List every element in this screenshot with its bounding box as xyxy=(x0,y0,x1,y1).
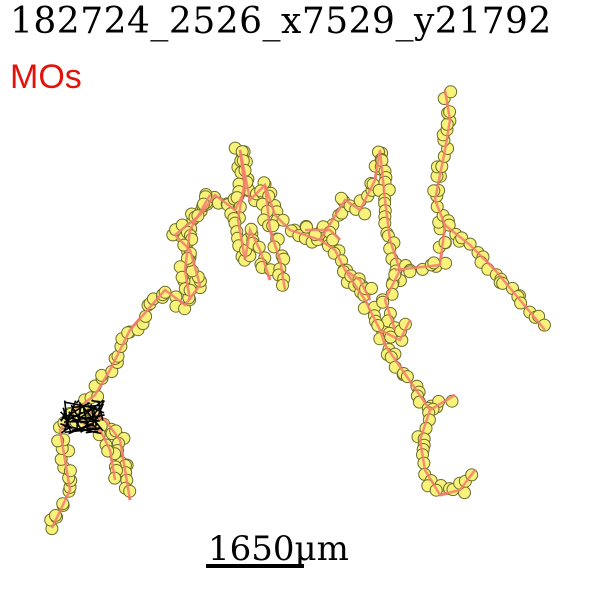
region-label: MOs xyxy=(10,58,82,96)
core-stroke xyxy=(95,403,105,420)
scalebar-label: 1650μm xyxy=(208,529,349,569)
trace-segment-overlay xyxy=(444,224,546,331)
core-stroke xyxy=(75,399,80,404)
scalebar-line xyxy=(206,564,304,568)
trace-segment-overlay xyxy=(394,263,441,272)
trace-node xyxy=(276,213,290,227)
trace-segment-overlay xyxy=(318,149,402,331)
core-stroke xyxy=(76,407,82,428)
dense-core-cluster xyxy=(59,399,106,435)
core-stroke xyxy=(66,406,94,422)
trace-node xyxy=(537,318,551,332)
core-stroke xyxy=(64,401,98,410)
trace-node xyxy=(438,236,452,249)
trace-node xyxy=(442,218,456,232)
trace-segment-overlay xyxy=(305,228,341,241)
trace-segment-overlay xyxy=(236,149,272,281)
trace-segment-overlay xyxy=(418,409,476,497)
trace-segment-overlay xyxy=(263,184,287,291)
trace-node xyxy=(358,207,372,221)
core-stroke xyxy=(63,400,69,428)
trace-segment-overlay xyxy=(183,194,212,301)
image-title: 182724_2526_x7529_y21792 xyxy=(10,1,552,42)
trace-segment-overlay xyxy=(50,149,456,529)
core-stroke xyxy=(62,415,68,422)
trace-segment-overlay xyxy=(379,319,412,342)
core-stroke xyxy=(60,423,73,429)
trace-segment-overlay xyxy=(344,268,372,301)
trace-node xyxy=(158,285,172,299)
core-stroke xyxy=(73,404,103,408)
trace-nodes xyxy=(44,85,551,536)
trace-node xyxy=(109,424,123,438)
